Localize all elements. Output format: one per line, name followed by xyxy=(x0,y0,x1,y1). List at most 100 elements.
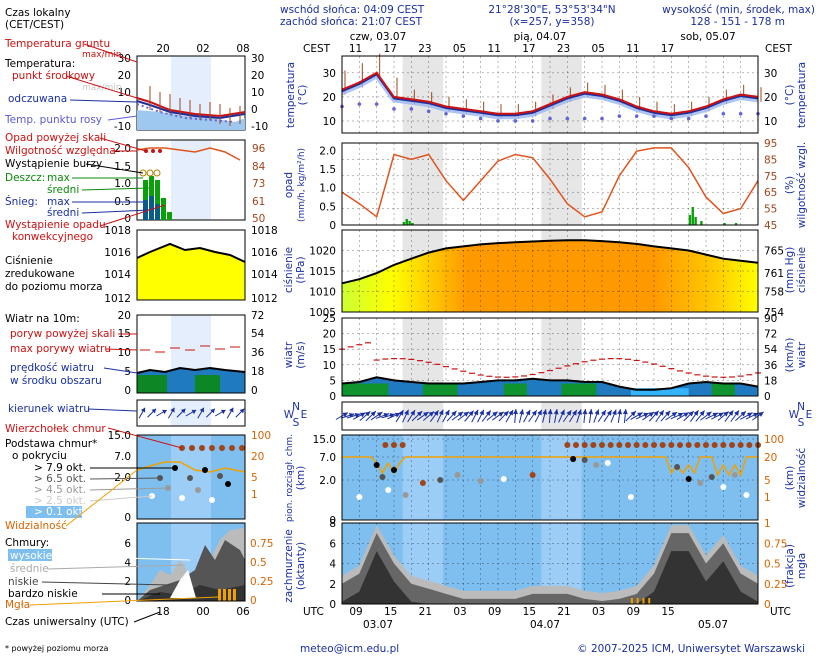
footer-email[interactable]: meteo@icm.edu.pl xyxy=(300,643,399,655)
wind-arrow xyxy=(407,409,416,423)
tick-label: 20 xyxy=(323,92,336,104)
wind-arrow-head xyxy=(537,409,542,416)
wind-arrow xyxy=(711,412,724,420)
legend-pressure-1: Ciśnienie xyxy=(5,255,53,267)
legend-hum-tick: 73 xyxy=(252,178,265,190)
cloud-base-marker xyxy=(454,472,461,478)
night-band xyxy=(541,143,582,225)
wind-arrow-head xyxy=(547,409,553,415)
wind-arrow-head xyxy=(438,409,444,416)
tick-label: 6 xyxy=(329,538,336,550)
wind-arrow xyxy=(185,409,197,417)
tick-label: 65 xyxy=(764,187,777,199)
hour-label: 17 xyxy=(522,43,535,55)
cloud-top-marker xyxy=(633,442,640,448)
wind-arrow xyxy=(642,411,655,421)
cloud-top-marker xyxy=(659,442,666,448)
dew-point-marker xyxy=(461,114,466,118)
legend-ground-temp-sub: max/min xyxy=(82,50,122,60)
wind-arrow-head xyxy=(531,410,537,416)
precip-bar xyxy=(691,207,694,225)
cloud-top-marker xyxy=(599,442,605,448)
wind-arrow-head xyxy=(577,409,582,415)
tick-label: 30 xyxy=(323,68,336,80)
temp-ylabel-r2: temperatura xyxy=(796,62,808,128)
tick-label: 90 xyxy=(764,313,777,325)
tick-label: 30 xyxy=(764,68,777,80)
sunrise-text: wschód słońca: 04:09 CEST xyxy=(280,4,425,16)
wind-arrow xyxy=(359,410,371,422)
fog-bar xyxy=(630,598,633,604)
legend-temp-bars xyxy=(149,86,241,126)
wind-arrow-head xyxy=(519,409,525,415)
legend-dew-point: Temp. punktu rosy xyxy=(4,114,102,126)
legend-clouds-mid: średnie xyxy=(10,563,49,575)
legend-temp-perceived: odczuwana xyxy=(8,93,67,105)
tick-label: 1010 xyxy=(309,287,336,299)
legend-wind-title: Wiatr na 10m: xyxy=(5,313,80,325)
legend-pres-tick-r: 1016 xyxy=(251,247,278,259)
legend-temp-tick-r: 30 xyxy=(251,53,264,65)
footer-copyright: © 2007-2025 ICM, Uniwersytet Warszawski xyxy=(577,643,805,655)
day-label: sob, 05.07 xyxy=(680,31,735,43)
tick-label: 0 xyxy=(764,599,771,611)
wind-arrow xyxy=(446,410,457,422)
cloud-top-marker xyxy=(573,442,579,448)
panel-precip: 2.0 1.5 1.0 0.5 0 95 85 75 65 55 45 xyxy=(319,138,777,232)
wind-arrow-head xyxy=(728,410,734,416)
wind-arrow xyxy=(235,408,245,418)
elevation-title: wysokość (min, środek, max) xyxy=(662,4,815,16)
wind-arrow-head xyxy=(485,410,491,416)
tick-label: 0.5 xyxy=(764,559,781,571)
wind-arrow xyxy=(346,413,361,419)
wind-arrow-head xyxy=(740,411,746,417)
wind-arrow-head xyxy=(643,412,649,418)
legend-cloud-tick: 6 xyxy=(124,538,131,550)
wind-arrow xyxy=(402,409,409,423)
legend-vis-tick: 5 xyxy=(251,472,258,484)
dew-point-marker xyxy=(721,111,726,116)
tick-label: 5 xyxy=(764,475,771,487)
pressure-ylabel-r2: ciśnienie xyxy=(796,247,808,293)
cloud-top-marker xyxy=(382,442,389,448)
wind-arrow-head xyxy=(220,409,226,415)
wind-arrow-head xyxy=(394,412,401,418)
legend-precip-tick: 0 xyxy=(124,213,131,225)
legend-temp-mid: punkt środkowy xyxy=(12,70,95,82)
cloudbase-ylabel-r1: (km) xyxy=(784,466,796,491)
panel-frame xyxy=(341,317,759,397)
dew-point-marker xyxy=(565,116,570,121)
dew-point-marker xyxy=(600,116,604,121)
legend-temp-tick-r: 0 xyxy=(251,104,258,116)
wind-arrow xyxy=(395,409,404,423)
wind-arrow-head xyxy=(229,407,234,413)
legend-pres-tick-r: 1018 xyxy=(251,225,278,237)
compass-s-left: S xyxy=(293,417,300,429)
tick-label: 100 xyxy=(764,434,784,446)
legend-cb-tick: 15.0 xyxy=(108,430,131,442)
legend-local-time-sub: (CET/CEST) xyxy=(5,19,64,31)
legend-temp-tick: 10 xyxy=(118,87,131,99)
wind-strong-segment xyxy=(503,383,527,396)
tick-label: 5 xyxy=(329,375,336,387)
wind-arrow-head xyxy=(665,410,671,417)
dew-point-marker xyxy=(686,116,691,121)
wind-arrow xyxy=(505,409,514,423)
legend-okt-65: > 6.5 okt. xyxy=(34,473,86,485)
wind-arrow xyxy=(387,412,401,420)
cloud-top-marker xyxy=(564,442,571,448)
wind-arrow xyxy=(214,409,226,417)
legend-okt-79: > 7.9 okt. xyxy=(34,462,86,474)
wind-arrow xyxy=(492,411,504,421)
legend-local-tick: 08 xyxy=(236,43,249,55)
tick-label: 20 xyxy=(323,329,336,341)
legend-wind-tick-r: 36 xyxy=(251,347,265,359)
legend-wind-speed: prędkość wiatru xyxy=(10,362,94,374)
dew-point-marker xyxy=(426,109,431,114)
legend-pressure-3: do poziomu morza xyxy=(5,281,103,293)
legend-snow-max: max xyxy=(47,196,70,208)
cloud-top-marker xyxy=(399,442,406,448)
wind-strong-segment xyxy=(711,383,735,396)
wind-arrow xyxy=(442,409,450,423)
